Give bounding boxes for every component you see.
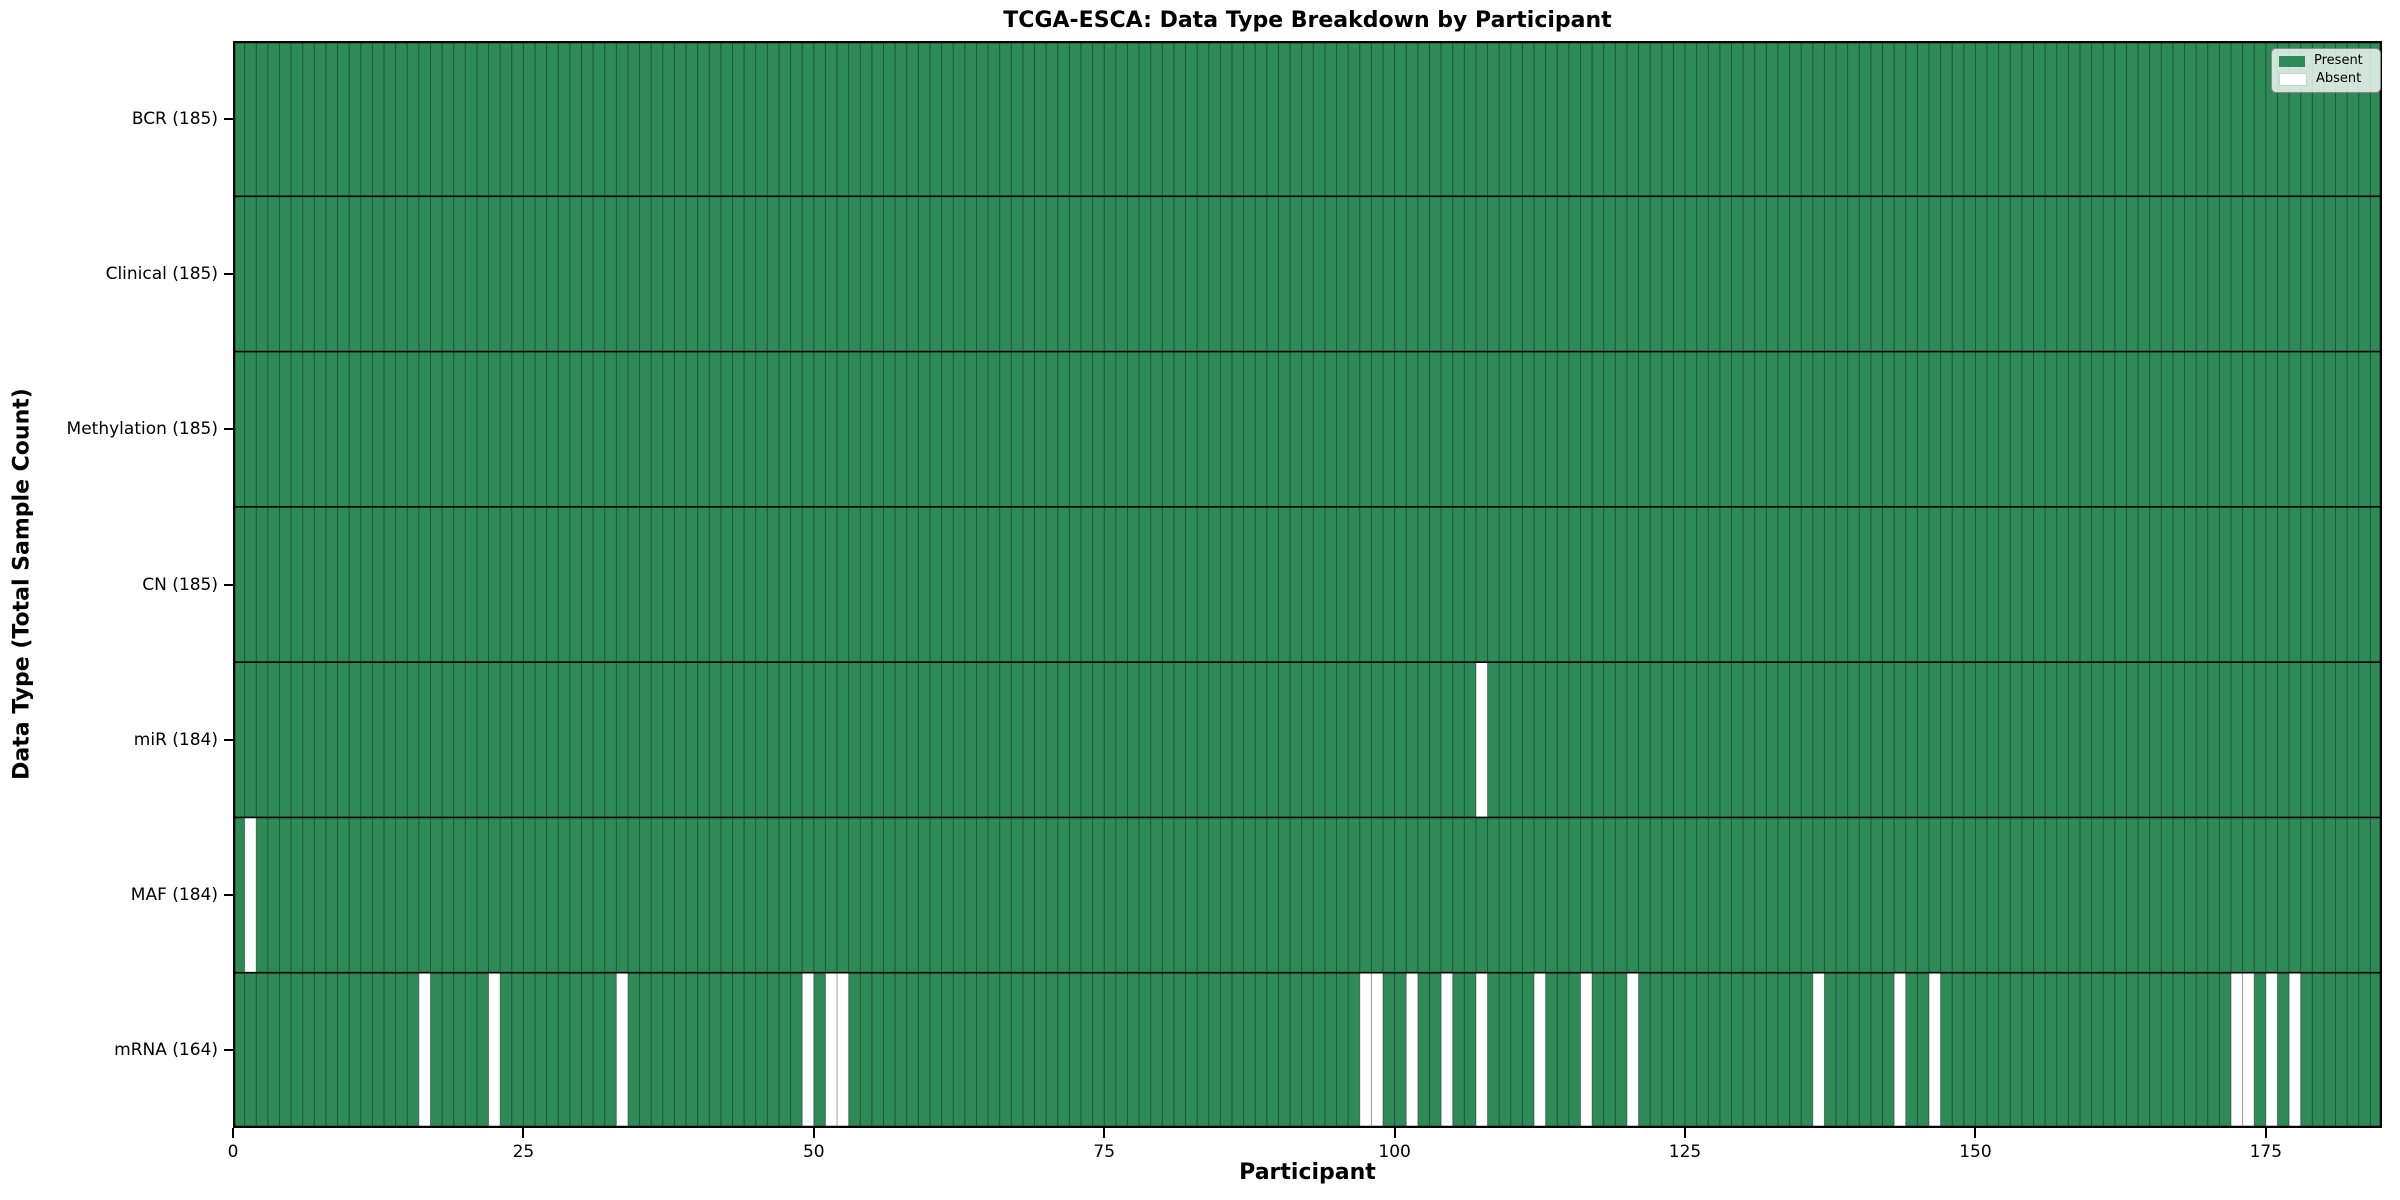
legend-swatch-absent — [2279, 72, 2307, 86]
absent-cell — [2230, 972, 2243, 1128]
x-tick-label: 175 — [2249, 1142, 2283, 1162]
absent-cell — [1534, 972, 1546, 1128]
y-tick-mark — [224, 738, 233, 741]
present-background — [233, 41, 2382, 1128]
absent-cell — [1371, 972, 1384, 1128]
x-tick-mark — [1974, 1128, 1977, 1138]
x-tick-mark — [232, 1128, 234, 1138]
y-tick-label: Clinical (185) — [105, 263, 218, 284]
absent-cell — [1928, 972, 1941, 1128]
y-tick-label: mRNA (164) — [114, 1040, 218, 1061]
y-tick-label: CN (185) — [142, 574, 218, 595]
legend-label-absent: Absent — [2316, 71, 2362, 87]
absent-cell — [2265, 972, 2278, 1128]
absent-cell — [825, 972, 838, 1128]
absent-cell — [1406, 972, 1418, 1128]
legend-label-present: Present — [2314, 53, 2363, 68]
absent-cell — [837, 972, 849, 1128]
x-tick-mark — [2264, 1128, 2267, 1138]
absent-cell — [1812, 972, 1825, 1128]
absent-cell — [802, 972, 814, 1128]
y-tick-mark — [224, 272, 233, 275]
absent-cell — [616, 972, 628, 1128]
absent-cell — [488, 972, 501, 1128]
absent-cell — [244, 817, 257, 973]
y-tick-label: BCR (185) — [131, 108, 218, 129]
x-tick-label: 125 — [1668, 1142, 1702, 1162]
absent-cell — [1441, 972, 1453, 1128]
absent-cell — [1626, 972, 1639, 1128]
absent-cell — [1475, 972, 1488, 1128]
legend: Present Absent — [2271, 48, 2381, 93]
x-tick-mark — [1393, 1128, 1396, 1138]
x-tick-mark — [812, 1128, 815, 1138]
absent-cell — [1894, 972, 1906, 1128]
y-tick-label: MAF (184) — [130, 885, 218, 906]
x-tick-label: 150 — [1959, 1142, 1992, 1162]
x-tick-label: 50 — [802, 1142, 825, 1162]
y-tick-mark — [224, 894, 233, 897]
x-tick-mark — [1103, 1128, 1106, 1138]
x-tick-mark — [522, 1128, 525, 1138]
y-tick-label: miR (184) — [133, 729, 218, 750]
y-tick-mark — [224, 428, 233, 431]
absent-cell — [1359, 972, 1372, 1128]
absent-cell — [418, 972, 431, 1128]
x-axis-label: Participant — [1239, 1160, 1376, 1185]
x-tick-label: 0 — [227, 1142, 239, 1162]
legend-swatch-present — [2279, 55, 2305, 67]
y-tick-mark — [224, 117, 233, 120]
chart-title: TCGA-ESCA: Data Type Breakdown by Partic… — [1003, 8, 1612, 33]
x-tick-label: 25 — [512, 1142, 535, 1162]
heatmap-svg — [233, 41, 2382, 1128]
legend-entry-present: Present — [2279, 53, 2372, 68]
y-tick-mark — [224, 1049, 233, 1052]
x-tick-mark — [1684, 1128, 1687, 1138]
absent-cell — [2289, 972, 2301, 1128]
absent-cell — [1475, 662, 1488, 818]
y-tick-label: Methylation (185) — [66, 419, 218, 440]
plot-border — [233, 41, 2382, 1128]
absent-cell — [2242, 972, 2255, 1128]
x-tick-label: 75 — [1093, 1142, 1116, 1162]
absent-cell — [1580, 972, 1593, 1128]
legend-entry-absent: Absent — [2279, 71, 2372, 87]
x-tick-label: 100 — [1378, 1142, 1411, 1162]
plot-area — [233, 41, 2382, 1128]
y-tick-mark — [224, 583, 233, 586]
